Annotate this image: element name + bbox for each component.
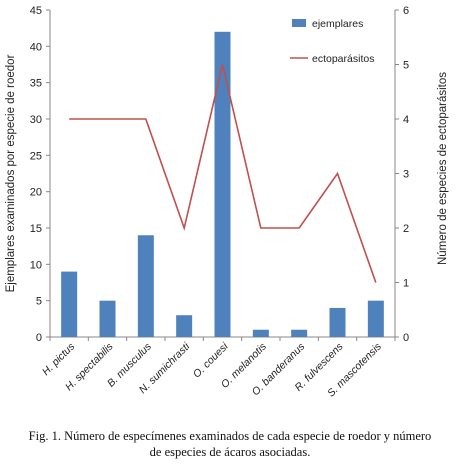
bar-6 xyxy=(252,329,269,337)
y-tick-label: 0 xyxy=(36,332,42,344)
y-tick-label: 10 xyxy=(30,259,42,271)
bar-2 xyxy=(99,300,116,337)
category-label: O. couesi xyxy=(191,340,231,380)
line-series xyxy=(69,64,377,283)
y2-axis-label: Número de especies de ectoparásitos xyxy=(437,72,449,265)
y-tick-label: 35 xyxy=(30,78,42,90)
caption-line-1: Fig. 1. Número de especímenes examinados… xyxy=(28,429,432,443)
bar-1 xyxy=(61,271,78,337)
category-label: H. pictus xyxy=(40,340,78,378)
bar-5 xyxy=(214,31,231,338)
line-ectoparasitos xyxy=(69,64,377,283)
y2-tick-label: 1 xyxy=(403,278,409,290)
legend-label-ectoparasitos: ectoparásitos xyxy=(312,53,374,65)
y-tick-label: 15 xyxy=(30,223,42,235)
bar-8 xyxy=(329,307,346,337)
bar-9 xyxy=(367,300,384,337)
y2-tick-label: 2 xyxy=(403,223,409,235)
y-tick-label: 5 xyxy=(36,296,42,308)
caption-line-2: de especies de ácaros asociadas. xyxy=(149,445,311,459)
y2-tick-label: 6 xyxy=(403,5,409,17)
y-tick-label: 20 xyxy=(30,187,42,199)
y-tick-label: 45 xyxy=(30,5,42,17)
y2-tick-label: 0 xyxy=(403,332,409,344)
y-tick-label: 25 xyxy=(30,150,42,162)
bar-3 xyxy=(137,235,154,337)
y-tick-label: 30 xyxy=(30,114,42,126)
bar-7 xyxy=(291,329,308,337)
figure-caption: Fig. 1. Número de especímenes examinados… xyxy=(6,428,454,460)
y2-tick-label: 3 xyxy=(403,169,409,181)
y2-tick-label: 4 xyxy=(403,114,409,126)
legend-swatch-ejemplares xyxy=(292,19,306,27)
y-tick-label: 40 xyxy=(30,41,42,53)
bars xyxy=(61,31,384,338)
y2-tick-label: 5 xyxy=(403,60,409,72)
legend: ejemplares ectoparásitos xyxy=(290,18,374,65)
legend-label-ejemplares: ejemplares xyxy=(312,18,363,30)
bar-4 xyxy=(176,315,193,337)
y-axis-label: Ejemplares examinados por especie de roe… xyxy=(5,54,17,292)
